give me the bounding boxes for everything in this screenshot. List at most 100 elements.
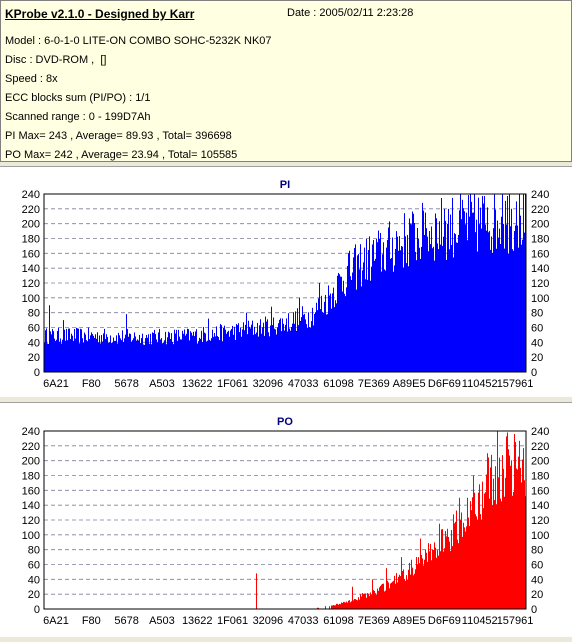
bar [65,341,66,372]
bar [211,338,212,372]
bar [171,333,172,372]
y-tick-label-left: 220 [22,204,40,216]
bar [149,344,150,372]
bar [140,343,141,372]
bar [424,560,425,609]
bar [512,496,513,609]
bar [128,337,129,372]
bar [210,341,211,372]
bar [469,526,470,609]
bar [337,604,338,609]
bar [150,334,151,372]
bar [524,233,525,372]
bar [125,335,126,372]
bar [470,501,471,609]
bar [58,328,59,372]
info-ecc: ECC blocks sum (PI/PO) : 1/1 [5,92,150,104]
bar [222,341,223,372]
bar [215,336,216,372]
bar [165,332,166,372]
bar [313,325,314,372]
bar [517,226,518,372]
bar [458,235,459,372]
bar [189,340,190,372]
bar [397,237,398,372]
bar [108,343,109,372]
bar [232,326,233,372]
bar [441,198,442,372]
bar [346,602,347,609]
bar [514,231,515,372]
bar [324,302,325,372]
bar [206,341,207,372]
bar [469,217,470,372]
scan-date: Date : 2005/02/11 2:23:28 [287,7,413,19]
bar [451,530,452,609]
info-range: Scanned range : 0 - 199D7Ah [5,111,151,123]
bar [424,235,425,372]
bar [349,600,350,609]
bar [389,588,390,609]
y-tick-label-left: 100 [22,530,40,542]
bar [161,338,162,372]
bar [470,194,471,372]
bar [445,531,446,609]
bar [94,338,95,372]
bar [336,303,337,372]
bar [413,575,414,609]
bar [399,236,400,372]
bar [119,335,120,372]
x-tick-label: 61098 [323,615,354,627]
bar [342,603,343,609]
bar [93,336,94,372]
bar [187,329,188,372]
bar [114,341,115,372]
bar [121,340,122,372]
bar [428,251,429,372]
bar [453,514,454,609]
bar [352,587,353,609]
bar [365,279,366,372]
y-tick-label-right: 180 [531,234,549,246]
bar [499,229,500,372]
bar [228,331,229,372]
bar [174,330,175,372]
bar [485,492,486,609]
bar [59,342,60,372]
bar [64,330,65,372]
bar [315,312,316,372]
bar [446,260,447,372]
bar [435,548,436,609]
bar [408,266,409,372]
bar [419,563,420,609]
bar [238,323,239,372]
bar [516,201,517,372]
bar [466,213,467,372]
y-tick-label-left: 120 [22,278,40,290]
bar [180,339,181,372]
bar [508,254,509,372]
bar [414,223,415,372]
bar [67,340,68,372]
bar [111,343,112,372]
bar [97,332,98,372]
bar [523,194,524,372]
x-tick-label: 1F061 [217,615,248,627]
bar [327,314,328,372]
bar [178,330,179,372]
bar [347,603,348,609]
x-tick-label: D6F69 [428,615,461,627]
bar [353,600,354,609]
y-tick-label-left: 20 [28,589,40,601]
bar [382,584,383,609]
bar [431,226,432,372]
x-tick-label: 5678 [114,378,138,390]
bar [69,329,70,372]
bar [332,606,333,609]
bar [169,333,170,372]
bar [346,287,347,372]
bar [458,543,459,609]
bar [72,336,73,372]
bar [377,589,378,609]
